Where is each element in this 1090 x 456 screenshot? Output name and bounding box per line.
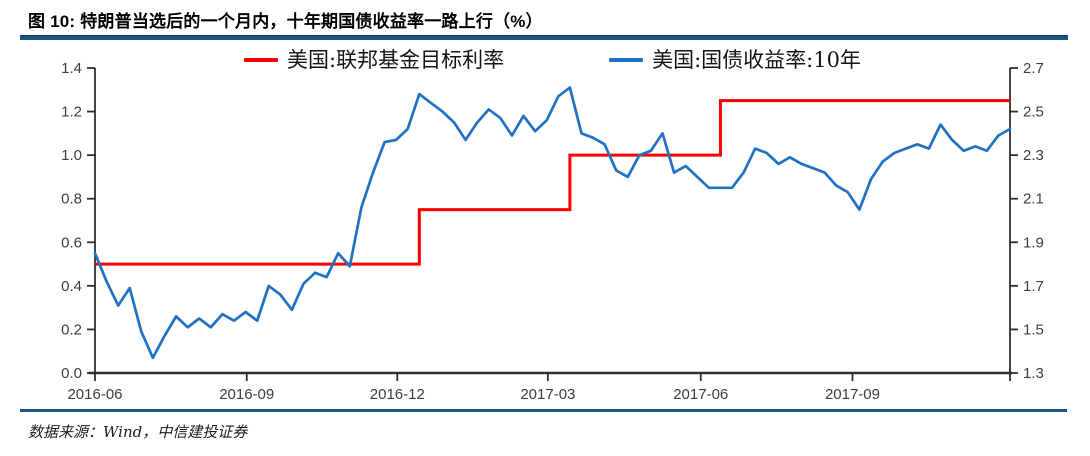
- figure-title: 图 10: 特朗普当选后的一个月内，十年期国债收益率一路上行（%）: [28, 12, 543, 31]
- svg-text:1.7: 1.7: [1023, 278, 1044, 295]
- svg-text:2.7: 2.7: [1023, 60, 1044, 77]
- bottom-divider: [20, 409, 1067, 412]
- data-source-note: 数据来源：Wind，中信建投证券: [28, 423, 248, 441]
- line-chart: 0.0 0.2 0.4 0.6 0.8 1.0 1.2 1.4 1.3 1.5 1.7 1.9 2.1 2…: [61, 60, 1044, 403]
- svg-text:1.0: 1.0: [61, 147, 82, 164]
- svg-text:0.4: 0.4: [61, 278, 82, 295]
- svg-text:2017-09: 2017-09: [825, 386, 880, 403]
- svg-text:0.6: 0.6: [61, 234, 82, 251]
- left-axis-ticks: 0.0 0.2 0.4 0.6 0.8 1.0 1.2 1.4: [61, 60, 95, 382]
- svg-text:2016-12: 2016-12: [370, 386, 425, 403]
- svg-text:0.0: 0.0: [61, 365, 82, 382]
- chart-area: 0.0 0.2 0.4 0.6 0.8 1.0 1.2 1.4 1.3 1.5 1.7 1.9 2.1 2…: [0, 45, 1090, 407]
- x-axis-ticks: 2016-06 2016-09 2016-12 2017-03 2017-06 2017-…: [67, 373, 1011, 403]
- svg-text:2.3: 2.3: [1023, 147, 1044, 164]
- svg-text:2017-03: 2017-03: [520, 386, 575, 403]
- svg-text:1.5: 1.5: [1023, 321, 1044, 338]
- svg-text:2016-09: 2016-09: [219, 386, 274, 403]
- svg-text:2017-06: 2017-06: [673, 386, 728, 403]
- treasury-yield-line: [93, 86, 1012, 360]
- top-divider: [20, 35, 1068, 40]
- svg-text:1.2: 1.2: [61, 104, 82, 121]
- svg-text:2.5: 2.5: [1023, 104, 1044, 121]
- right-axis-ticks: 1.3 1.5 1.7 1.9 2.1 2.3 2.5 2.7: [1010, 60, 1044, 382]
- svg-text:1.3: 1.3: [1023, 365, 1044, 382]
- svg-text:0.2: 0.2: [61, 321, 82, 338]
- fed-funds-rate-line: [95, 99, 1010, 266]
- svg-text:1.9: 1.9: [1023, 234, 1044, 251]
- svg-text:2016-06: 2016-06: [67, 386, 122, 403]
- svg-text:1.4: 1.4: [61, 60, 82, 77]
- svg-text:2.1: 2.1: [1023, 191, 1044, 208]
- svg-text:0.8: 0.8: [61, 191, 82, 208]
